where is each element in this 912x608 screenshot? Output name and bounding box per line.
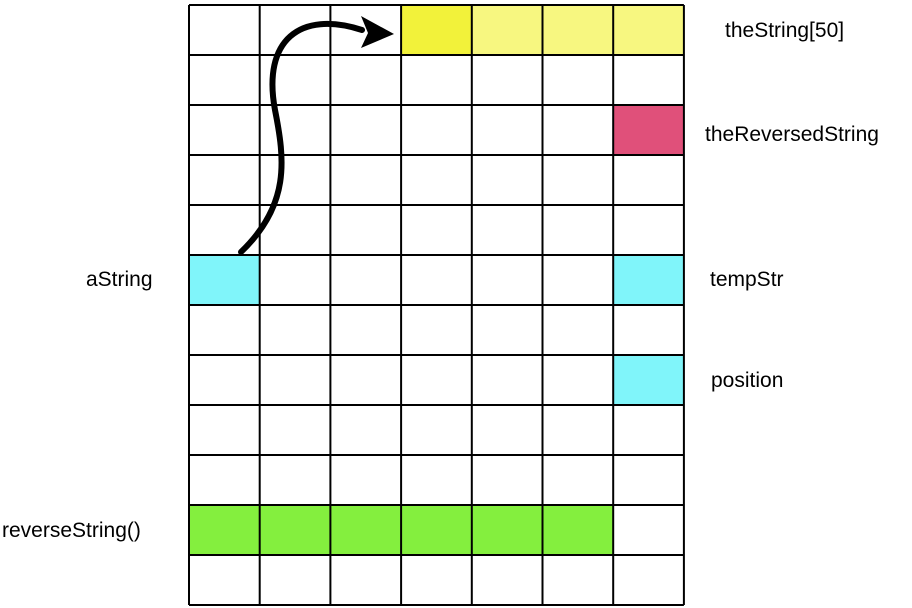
thestring-cell-2 bbox=[471, 5, 543, 55]
highlighted-cells bbox=[189, 5, 684, 555]
reversestring-cell-6 bbox=[542, 505, 614, 555]
reversestring-cell-1 bbox=[189, 505, 260, 555]
reversestring-cell-2 bbox=[259, 505, 331, 555]
thereversedstring-cell bbox=[613, 105, 684, 155]
thestring-cell-4 bbox=[613, 5, 684, 55]
pointer-arrow-head-icon bbox=[361, 16, 394, 48]
thestring-cell-3 bbox=[542, 5, 614, 55]
pointer-arrow-curve bbox=[238, 20, 365, 255]
label-thereversedstring: theReversedString bbox=[705, 123, 879, 146]
label-astring: aString bbox=[86, 268, 153, 291]
position-cell bbox=[613, 355, 684, 405]
label-thestring: theString[50] bbox=[725, 19, 845, 42]
label-reversestring: reverseString() bbox=[2, 519, 141, 542]
reversestring-cell-5 bbox=[471, 505, 543, 555]
label-position: position bbox=[711, 369, 784, 392]
tempstr-cell bbox=[613, 255, 684, 305]
thestring-cell-1 bbox=[401, 5, 472, 55]
label-tempstr: tempStr bbox=[710, 268, 784, 291]
pointer-arrow bbox=[238, 16, 394, 255]
reversestring-cell-4 bbox=[401, 505, 472, 555]
reversestring-cell-3 bbox=[330, 505, 402, 555]
astring-cell bbox=[189, 255, 260, 305]
